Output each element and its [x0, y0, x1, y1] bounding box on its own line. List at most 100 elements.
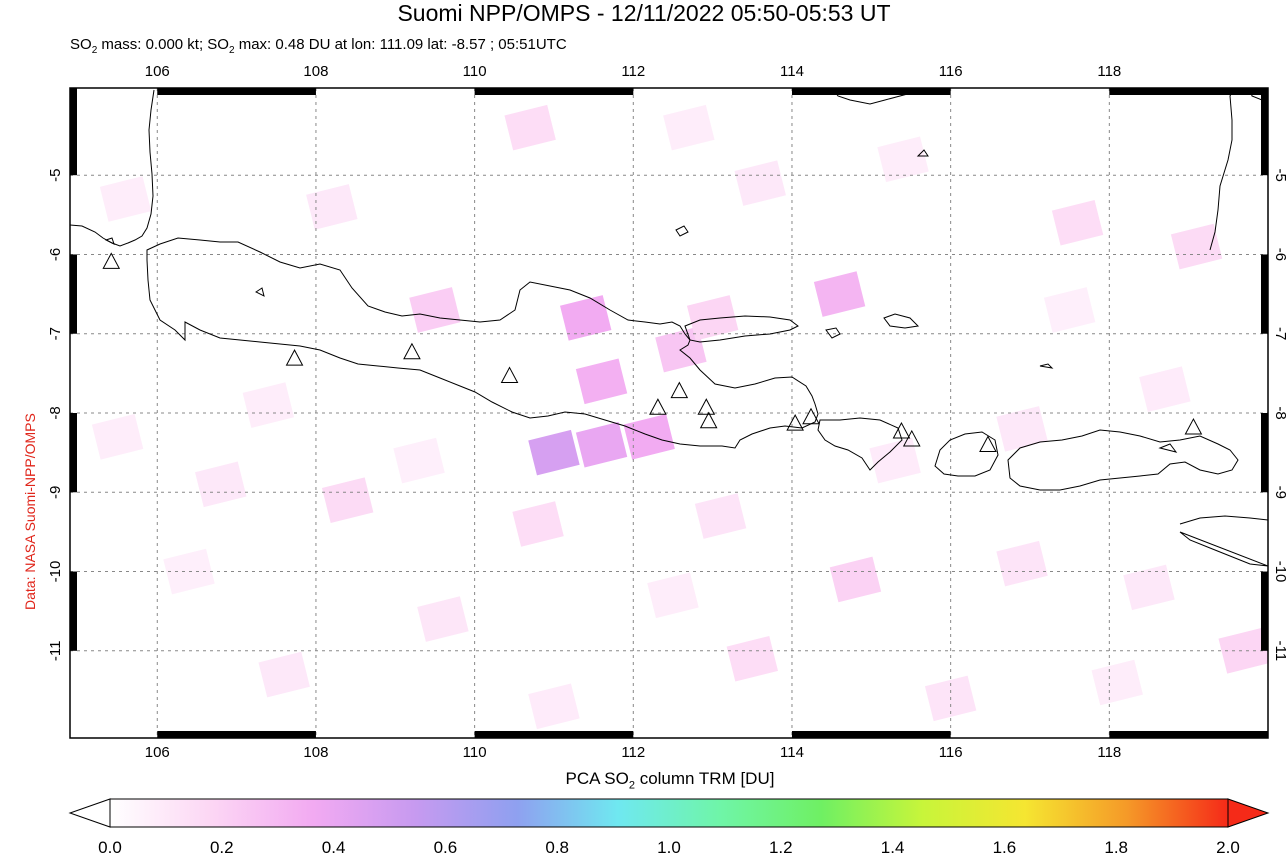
- colorbar-tick-label: 0.2: [209, 838, 234, 857]
- lon-label-top: 110: [463, 63, 487, 80]
- coast-sumatra: [70, 89, 155, 247]
- frame-bar-top: [474, 88, 634, 95]
- lon-label-top: 118: [1097, 63, 1121, 80]
- coast-lombok: [934, 431, 999, 477]
- so2-summary-sub: 2: [91, 45, 98, 56]
- coastlines: [70, 88, 1268, 567]
- so2-cell: [1091, 659, 1143, 706]
- coast-islands: [104, 149, 1178, 453]
- so2-cell: [1123, 564, 1175, 611]
- lat-label-right: -11: [1272, 641, 1288, 662]
- so2-cell: [996, 406, 1048, 452]
- colorbar-gradient: [109, 798, 1229, 828]
- so2-cell: [504, 104, 556, 151]
- lat-label-left: -5: [47, 169, 64, 182]
- so2-cell: [393, 437, 445, 484]
- so2-cell: [242, 382, 295, 428]
- coast-java: [146, 237, 819, 449]
- frame-bar-top: [791, 88, 951, 95]
- so2-cell: [417, 596, 469, 642]
- so2-cell: [195, 461, 247, 508]
- frame-bar-top: [157, 88, 316, 95]
- so2-cell: [528, 429, 580, 476]
- so2-cell: [1139, 366, 1191, 413]
- so2-cell: [726, 635, 779, 682]
- colorbar-tick-label: 1.2: [768, 838, 793, 857]
- coast-bali: [817, 417, 903, 471]
- frame-bar-left: [70, 571, 77, 651]
- frame-bar-bottom: [474, 731, 634, 738]
- colorbar-tick-label: 1.0: [657, 838, 681, 857]
- frame-bar-bottom: [157, 731, 316, 738]
- colorbar-title-pre: PCA SO: [565, 769, 629, 788]
- colorbar-tick-label: 0.0: [98, 838, 122, 857]
- frame-bar-right: [1261, 571, 1268, 651]
- so2-cell: [528, 683, 580, 730]
- so2-cell: [996, 540, 1048, 587]
- so2-cell: [99, 176, 152, 222]
- so2-cell: [91, 413, 144, 460]
- lat-label-left: -11: [47, 641, 64, 662]
- so2-cell: [647, 572, 699, 619]
- lon-label-bottom: 106: [145, 744, 170, 760]
- so2-summary-post: max: 0.48 DU at lon: 111.09 lat: -8.57 ;…: [234, 36, 567, 53]
- lon-label-top: 108: [303, 63, 328, 80]
- colorbar-title-post: column TRM [DU]: [634, 769, 775, 788]
- lat-label-left: -6: [47, 248, 64, 261]
- lon-label-top: 114: [780, 63, 804, 80]
- so2-cell: [575, 358, 628, 405]
- so2-cell: [559, 295, 612, 341]
- volcano-icon: [979, 435, 997, 452]
- so2-cell: [321, 477, 374, 523]
- so2-cell: [1043, 287, 1096, 333]
- colorbar-tick-label: 0.4: [321, 838, 346, 857]
- lat-label-left: -7: [47, 327, 64, 340]
- lat-label-left: -10: [47, 561, 64, 583]
- so2-cell: [512, 501, 564, 547]
- colorbar-tick-label: 0.6: [433, 838, 458, 857]
- graticule: [70, 88, 1268, 738]
- volcano-icon: [500, 366, 519, 384]
- lat-label-right: -9: [1272, 486, 1288, 499]
- lat-label-left: -8: [47, 406, 64, 419]
- lon-label-bottom: 116: [939, 744, 963, 760]
- lat-label-right: -8: [1272, 406, 1288, 419]
- so2-cell: [1051, 199, 1104, 246]
- volcano-icon: [892, 421, 911, 439]
- coast-sumbawa: [1007, 429, 1239, 491]
- frame-bar-right: [1261, 88, 1268, 176]
- so2-summary-pre: SO: [70, 36, 92, 53]
- colorbar-tick-label: 1.4: [880, 838, 905, 857]
- lon-label-bottom: 108: [303, 744, 328, 760]
- so2-cell: [686, 295, 739, 341]
- so2-cell: [1170, 223, 1223, 270]
- volcano-icon: [699, 411, 718, 429]
- volcano-icon: [902, 429, 921, 447]
- so2-cells: [91, 104, 1268, 730]
- colorbar-tick-label: 1.6: [992, 838, 1017, 857]
- so2-cell: [1218, 628, 1268, 674]
- so2-cell: [734, 160, 786, 206]
- frame-bar-left: [70, 413, 77, 493]
- so2-cell: [258, 651, 310, 698]
- so2-cell: [623, 413, 675, 460]
- so2-cell: [306, 184, 358, 230]
- colorbar-tick-label: 1.8: [1104, 838, 1129, 857]
- volcano-icon: [102, 252, 121, 269]
- lon-label-bottom: 114: [780, 744, 804, 760]
- frame-bar-bottom: [791, 731, 951, 738]
- volcano-icon: [697, 398, 716, 415]
- colorbar-tick-label: 2.0: [1216, 838, 1240, 857]
- colorbar-high-arrow: [1227, 798, 1270, 828]
- volcano-icon: [670, 381, 689, 399]
- so2-cell: [877, 136, 929, 183]
- volcano-icon: [649, 398, 667, 415]
- lat-label-right: -5: [1272, 169, 1288, 182]
- lat-label-right: -7: [1272, 327, 1288, 340]
- axis-labels: 106 106 108 108 110 110 112 112 114 114 116 116 118 1…: [47, 63, 1288, 760]
- volcano-markers: [102, 252, 1203, 452]
- so2-summary-sub2: 2: [228, 45, 235, 56]
- frame-bar-right: [1261, 413, 1268, 493]
- lon-label-top: 116: [939, 63, 963, 80]
- lon-label-top: 112: [621, 63, 645, 80]
